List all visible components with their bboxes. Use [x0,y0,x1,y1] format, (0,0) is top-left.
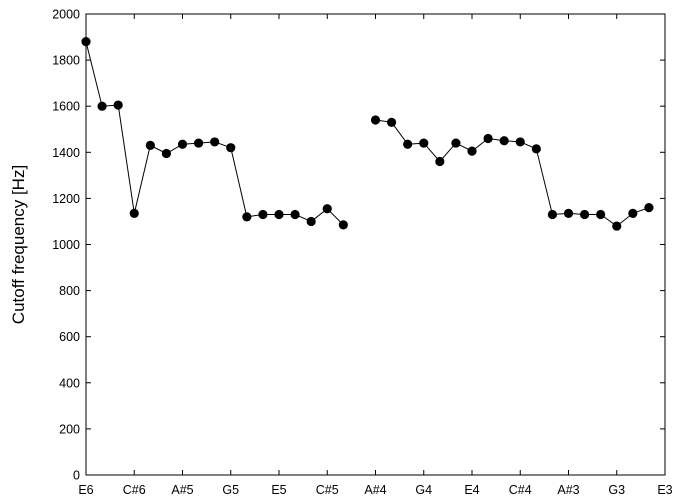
data-point [370,115,381,125]
data-point [612,221,622,231]
data-point [113,100,123,110]
data-point [97,101,107,111]
series-line-segment [85,41,344,226]
data-point [499,136,509,146]
data-point [451,138,461,148]
data-point [628,208,638,218]
x-tick-label: E6 [78,483,93,497]
plot-frame [85,13,666,476]
x-tick-label: C#6 [123,483,146,497]
y-tick-label: 1800 [52,54,80,68]
data-point [145,140,155,150]
x-tick-label: A#3 [557,483,579,497]
data-point [338,220,348,230]
y-tick-label: 1000 [52,238,80,252]
x-tick-label: E3 [657,483,672,497]
y-tick-label: 2000 [52,8,80,22]
x-tick-label: E5 [271,483,286,497]
data-point [547,209,558,220]
data-point [596,209,606,220]
data-point [210,137,220,147]
data-point [579,209,590,220]
data-point [531,144,541,154]
data-point [467,146,477,156]
y-tick-label: 200 [59,422,80,436]
data-point [274,209,284,220]
data-point [563,208,574,218]
x-tick-label: G3 [608,483,625,497]
data-point [644,203,654,213]
x-tick-label: G4 [415,483,432,497]
y-tick-label: 800 [59,284,80,298]
x-tick-label: G5 [222,483,239,497]
x-tick-label: C#5 [316,483,339,497]
data-point [258,209,268,220]
data-point [161,148,172,159]
data-point [290,209,300,220]
x-tick-label: C#4 [509,483,532,497]
data-point [226,143,236,153]
data-point [193,138,204,148]
data-point [435,156,445,167]
y-axis-label: Cutoff frequency [Hz] [9,165,28,324]
data-point [386,117,397,127]
data-point [483,133,493,144]
y-tick-label: 1200 [52,192,80,206]
data-point [322,204,332,214]
data-point [242,212,252,222]
y-tick-label: 1400 [52,146,80,160]
series-line [81,37,654,231]
y-tick-label: 600 [59,330,80,344]
data-point [306,216,316,227]
data-point [403,139,413,149]
data-point [129,208,139,218]
data-point [177,139,188,149]
x-tick-label: E4 [464,483,479,497]
data-point [515,137,525,147]
plot-area [85,13,666,476]
series-line-segment [375,119,650,227]
x-tick-label: A#4 [364,483,386,497]
x-axis: E6 C#6 A#5 G5 E5 C#5 A#4 G4 E4 C#4 A#3 G3 E3 [78,14,673,497]
data-point [81,37,91,47]
y-tick-label: 0 [73,469,80,483]
y-tick-label: 400 [59,376,80,390]
data-point [419,138,429,148]
y-tick-label: 1600 [52,100,80,114]
x-tick-label: A#5 [171,483,193,497]
y-axis: 0 200 400 600 800 1000 1200 1400 1600 1800 2000 [52,8,665,483]
